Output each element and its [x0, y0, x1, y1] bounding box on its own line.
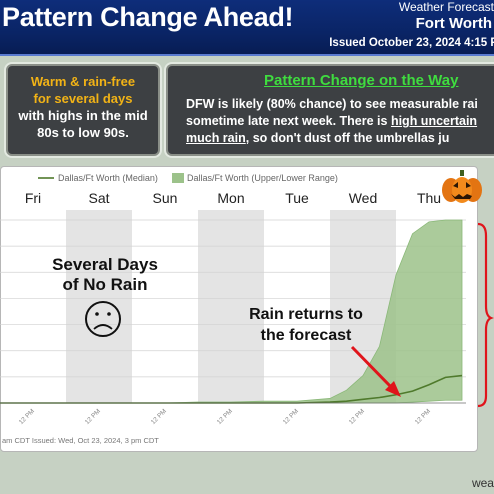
website-label: weath	[471, 476, 494, 490]
day-label-wed: Wed	[349, 190, 378, 206]
header-banner: Pattern Change Ahead! Weather Forecast F…	[0, 0, 494, 56]
day-band	[66, 210, 132, 403]
outlook-line-2a: sometime late next week. There is	[186, 114, 391, 128]
day-band	[198, 210, 264, 403]
city-label: Fort Worth	[415, 15, 492, 32]
rain-forecast-chart: Dallas/Ft Worth (Median) Dallas/Ft Worth…	[0, 170, 494, 445]
no-rain-annotation-2: of No Rain	[63, 275, 148, 294]
outlook-panel: Pattern Change on the Way DFW is likely …	[166, 64, 494, 156]
legend-median-label: Dallas/Ft Worth (Median)	[58, 173, 158, 183]
bracket-icon	[477, 222, 494, 408]
day-label-tue: Tue	[285, 190, 309, 206]
header-divider	[0, 54, 494, 56]
x-tick-labels: 12 PM 12 PM 12 PM 12 PM 12 PM 12 PM 12 PM	[18, 408, 432, 426]
x-tick-label: 12 PM	[84, 408, 102, 426]
headline: Pattern Change Ahead!	[2, 2, 294, 32]
outlook-much-rain: much rain	[186, 131, 246, 145]
day-label-mon: Mon	[217, 190, 244, 206]
rain-returns-annotation-2: the forecast	[261, 327, 352, 344]
outlook-line-1: DFW is likely (80% chance) to see measur…	[186, 97, 478, 111]
legend: Dallas/Ft Worth (Median) Dallas/Ft Worth…	[38, 173, 338, 183]
day-label-sat: Sat	[88, 190, 109, 206]
summary-panel: Warm & rain-free for several days with h…	[6, 64, 160, 156]
summary-line-3: with highs in the mid	[18, 108, 148, 123]
outlook-uncertainty: high uncertain	[390, 114, 478, 128]
sad-face-icon	[85, 301, 121, 337]
pumpkin-icon	[442, 170, 482, 203]
x-tick-label: 12 PM	[18, 408, 36, 426]
no-rain-annotation-1: Several Days	[52, 255, 158, 274]
rain-returns-annotation-1: Rain returns to	[249, 306, 363, 323]
outlook-title: Pattern Change on the Way	[264, 72, 459, 89]
day-labels: Fri Sat Sun Mon Tue Wed Thu	[25, 190, 441, 206]
footer-issued: am CDT Issued: Wed, Oct 23, 2024, 3 pm C…	[2, 436, 159, 445]
x-tick-label: 12 PM	[216, 408, 234, 426]
x-tick-label: 12 PM	[150, 408, 168, 426]
legend-range-label: Dallas/Ft Worth (Upper/Lower Range)	[187, 173, 338, 183]
red-arrow-icon	[350, 345, 401, 397]
outlook-line-2: sometime late next week. There is high u…	[186, 114, 477, 128]
day-label-fri: Fri	[25, 190, 41, 206]
brand-label: Weather Forecast	[398, 0, 494, 14]
day-label-thu: Thu	[417, 190, 441, 206]
outlook-line-3: much rain, so don't dust off the umbrell…	[186, 131, 449, 145]
x-tick-label: 12 PM	[414, 408, 432, 426]
summary-line-4: 80s to low 90s.	[37, 125, 129, 140]
outlook-line-3b: , so don't dust off the umbrellas ju	[245, 131, 450, 145]
summary-line-1: Warm & rain-free	[30, 74, 136, 89]
issued-timestamp: Issued October 23, 2024 4:15 P	[329, 37, 494, 49]
legend-range-swatch	[172, 173, 184, 183]
summary-line-2: for several days	[33, 91, 133, 106]
day-label-sun: Sun	[153, 190, 178, 206]
x-tick-label: 12 PM	[282, 408, 300, 426]
x-tick-label: 12 PM	[348, 408, 366, 426]
